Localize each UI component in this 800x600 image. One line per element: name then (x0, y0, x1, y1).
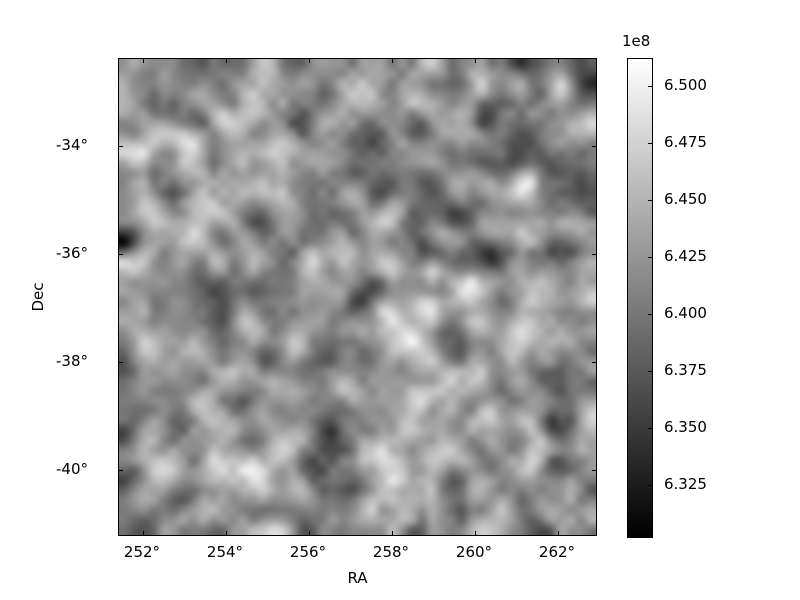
xtick-bottom-258 (392, 531, 393, 535)
xticklabel-256: 256° (289, 543, 327, 561)
xtick-bottom-252 (143, 531, 144, 535)
cbticklabel-6325: 6.325 (664, 475, 707, 493)
cbticklabel-6400: 6.400 (664, 304, 707, 322)
xtick-top-252 (143, 59, 144, 63)
xtick-bottom-256 (309, 531, 310, 535)
ytick-right-m34 (592, 146, 596, 147)
cbticklabel-6450: 6.450 (664, 190, 707, 208)
cbticklabel-6500: 6.500 (664, 76, 707, 94)
cbticklabel-6350: 6.350 (664, 418, 707, 436)
cbtick-6450 (648, 200, 652, 201)
xtick-bottom-254 (226, 531, 227, 535)
ytick-left-m34 (119, 146, 123, 147)
xtick-top-260 (475, 59, 476, 63)
xticklabel-254: 254° (206, 543, 244, 561)
cbtick-6375 (648, 371, 652, 372)
ytick-left-m40 (119, 470, 123, 471)
cbtick-6425 (648, 257, 652, 258)
ytick-right-m40 (592, 470, 596, 471)
cbticklabel-6425: 6.425 (664, 247, 707, 265)
cbtick-6500 (648, 86, 652, 87)
xtick-top-258 (392, 59, 393, 63)
colorbar-offset-text: 1e8 (622, 32, 651, 50)
sky-map-axes[interactable] (118, 58, 597, 536)
y-axis-label: Dec (29, 282, 47, 312)
yticklabel-m36: -36° (56, 244, 88, 262)
xticklabel-252: 252° (123, 543, 161, 561)
ytick-left-m38 (119, 362, 123, 363)
xticklabel-260: 260° (455, 543, 493, 561)
ytick-right-m38 (592, 362, 596, 363)
colorbar[interactable] (627, 58, 653, 538)
cbtick-6350 (648, 428, 652, 429)
sky-map-image (119, 59, 596, 535)
cbtick-6325 (648, 485, 652, 486)
xtick-top-256 (309, 59, 310, 63)
cbtick-6475 (648, 143, 652, 144)
cbticklabel-6475: 6.475 (664, 133, 707, 151)
cbticklabel-6375: 6.375 (664, 361, 707, 379)
xticklabel-262: 262° (538, 543, 576, 561)
yticklabel-m40: -40° (56, 460, 88, 478)
x-axis-label: RA (347, 569, 368, 587)
xtick-top-254 (226, 59, 227, 63)
ytick-right-m36 (592, 254, 596, 255)
xtick-bottom-262 (558, 531, 559, 535)
yticklabel-m38: -38° (56, 352, 88, 370)
yticklabel-m34: -34° (56, 136, 88, 154)
cbtick-6400 (648, 314, 652, 315)
xticklabel-258: 258° (372, 543, 410, 561)
xtick-top-262 (558, 59, 559, 63)
xtick-bottom-260 (475, 531, 476, 535)
ytick-left-m36 (119, 254, 123, 255)
